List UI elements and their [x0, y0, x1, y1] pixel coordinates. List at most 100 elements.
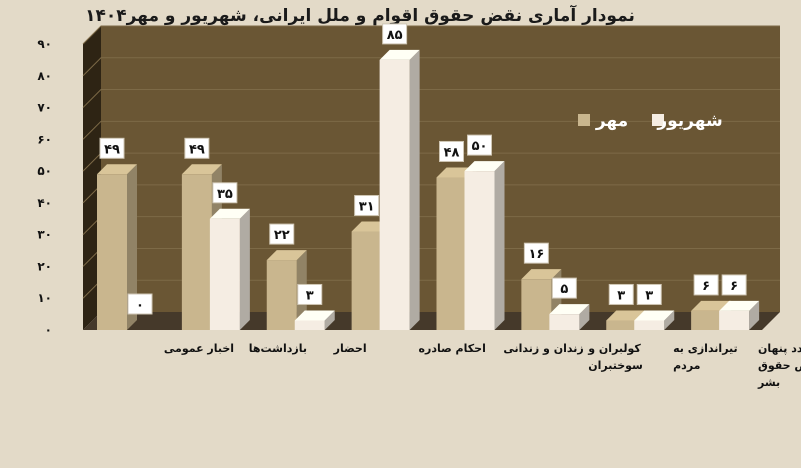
data-label-box — [636, 283, 662, 305]
legend-label: مهر — [595, 111, 628, 131]
data-label-box — [693, 274, 719, 296]
bar-side — [127, 164, 137, 330]
bar-front — [436, 177, 467, 330]
bar-front — [209, 218, 240, 330]
y-tick-label: ۵۰ — [37, 164, 52, 178]
y-tick-label: ۲۰ — [37, 259, 52, 273]
bar-top — [521, 269, 562, 280]
legend: شهریور مهر — [578, 111, 723, 131]
category-label: تیراندازی به مردم — [673, 342, 738, 372]
bar-top — [379, 49, 420, 60]
data-label-box — [721, 274, 747, 296]
y-tick-label: ۸۰ — [37, 69, 52, 83]
bar-top — [181, 164, 222, 175]
data-label-box — [467, 134, 492, 156]
category-label-line: تیراندازی به — [673, 342, 738, 355]
data-label: ۵ — [560, 282, 568, 297]
data-label-box — [297, 283, 323, 305]
bar-front — [549, 314, 580, 330]
data-label: ۵۰ — [472, 139, 488, 154]
bar-top — [464, 161, 505, 172]
bar: ۴۹ — [97, 137, 137, 330]
data-label: ۳۱ — [359, 199, 375, 214]
y-tick-label: ۴۰ — [37, 196, 52, 210]
legend-swatch — [652, 114, 664, 126]
y-tick-label: ۷۰ — [37, 101, 52, 115]
category-label-line: احضار — [333, 342, 367, 355]
y-tick-label: ۶۰ — [37, 132, 52, 146]
gridline — [82, 120, 780, 140]
category-label: بازداشت‌ها — [249, 342, 307, 355]
data-label-box — [127, 293, 153, 315]
category-label-line: کولبران و — [587, 342, 641, 355]
data-label: ۴۸ — [444, 145, 460, 160]
category-label: کولبران و سوختبران — [587, 342, 643, 372]
bar-top — [97, 164, 137, 175]
category-label-line: بازداشت‌ها — [249, 342, 307, 355]
bar-front — [521, 279, 552, 330]
data-label: ۸۵ — [387, 28, 403, 43]
bar: ۳ — [634, 283, 675, 330]
bar-top — [691, 300, 732, 311]
category-label-line: مواردد پنهان — [758, 342, 801, 355]
bar: ۳ — [606, 283, 647, 330]
bar: ۰ — [127, 293, 153, 315]
bar-side — [239, 208, 250, 330]
category-label-line: زندان و زندانی — [503, 342, 583, 355]
data-label: ۴۹ — [189, 142, 205, 157]
category-label: اخبار عمومی — [164, 342, 234, 355]
category-label-line: سوختبران — [588, 359, 643, 372]
category-label-line: اخبار عمومی — [164, 342, 234, 355]
bar: ۸۵ — [379, 23, 420, 331]
bar-top — [209, 208, 250, 219]
category-label: احکام صادره — [419, 342, 486, 355]
data-label-box — [382, 23, 408, 45]
data-label: ۲۲ — [274, 228, 290, 243]
data-label-box — [523, 242, 549, 264]
legend-swatch — [578, 114, 590, 126]
data-label-box — [439, 140, 464, 162]
y-tick-label: ۳۰ — [37, 228, 52, 242]
bar-top — [719, 300, 760, 311]
bar-front — [464, 171, 495, 330]
bar: ۳ — [294, 283, 335, 330]
bar-top — [266, 250, 307, 261]
category-label-line: نقض حقوق — [758, 359, 801, 372]
data-label-box — [99, 137, 125, 159]
bar-side — [749, 300, 760, 330]
data-label-box — [608, 283, 634, 305]
data-label-box — [354, 194, 380, 216]
bar-side — [494, 161, 505, 330]
bar-side — [324, 310, 335, 330]
category-label-line: احکام صادره — [419, 342, 486, 355]
bar-top — [294, 310, 335, 321]
legend-label: شهریور — [656, 111, 722, 131]
gridline — [82, 25, 780, 45]
side-wall — [83, 26, 101, 330]
category-label: مواردد پنهان نقض حقوق بشر — [757, 342, 801, 389]
y-tick-label: ۰ — [45, 323, 52, 337]
gridline — [82, 57, 780, 77]
data-label: ۶ — [702, 279, 710, 294]
bar-side — [664, 310, 675, 330]
category-label: زندان و زندانی — [503, 342, 583, 355]
bar-top — [549, 304, 590, 315]
bar-front — [606, 320, 637, 330]
chart-title: نمودار آماری نقض حقوق اقوام و ملل ایرانی… — [85, 6, 635, 26]
bar-front — [97, 174, 127, 330]
data-label-box — [269, 223, 295, 245]
bar: ۵۰ — [464, 134, 505, 330]
bar-side — [409, 49, 420, 331]
floor — [83, 312, 780, 330]
y-tick-label: ۱۰ — [37, 291, 52, 305]
data-label-box — [212, 182, 238, 204]
bar-side — [579, 304, 590, 330]
bar: ۵ — [549, 277, 590, 330]
data-label-box — [551, 277, 577, 299]
bar-top — [606, 310, 647, 321]
y-tick-label: ۹۰ — [37, 37, 52, 51]
bar: ۶ — [719, 274, 760, 330]
category-label-line: بشر — [757, 376, 780, 389]
bar-front — [294, 320, 325, 330]
